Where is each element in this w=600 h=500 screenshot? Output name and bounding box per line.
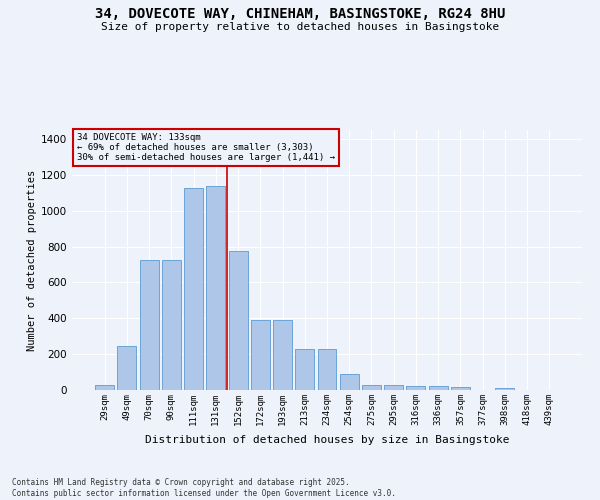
Bar: [406, 386, 425, 390]
Bar: [384, 384, 403, 390]
Bar: [340, 374, 359, 390]
Bar: [317, 349, 337, 390]
Bar: [229, 251, 248, 390]
Bar: [140, 260, 158, 390]
Bar: [362, 384, 381, 390]
Text: Distribution of detached houses by size in Basingstoke: Distribution of detached houses by size …: [145, 435, 509, 445]
Y-axis label: Number of detached properties: Number of detached properties: [27, 170, 37, 350]
Bar: [184, 188, 203, 390]
Text: Size of property relative to detached houses in Basingstoke: Size of property relative to detached ho…: [101, 22, 499, 32]
Bar: [429, 386, 448, 390]
Bar: [118, 346, 136, 390]
Bar: [206, 186, 225, 390]
Text: 34, DOVECOTE WAY, CHINEHAM, BASINGSTOKE, RG24 8HU: 34, DOVECOTE WAY, CHINEHAM, BASINGSTOKE,…: [95, 8, 505, 22]
Bar: [295, 349, 314, 390]
Text: 34 DOVECOTE WAY: 133sqm
← 69% of detached houses are smaller (3,303)
30% of semi: 34 DOVECOTE WAY: 133sqm ← 69% of detache…: [77, 132, 335, 162]
Bar: [95, 384, 114, 390]
Text: Contains HM Land Registry data © Crown copyright and database right 2025.
Contai: Contains HM Land Registry data © Crown c…: [12, 478, 396, 498]
Bar: [251, 320, 270, 390]
Bar: [162, 260, 181, 390]
Bar: [273, 320, 292, 390]
Bar: [496, 388, 514, 390]
Bar: [451, 388, 470, 390]
